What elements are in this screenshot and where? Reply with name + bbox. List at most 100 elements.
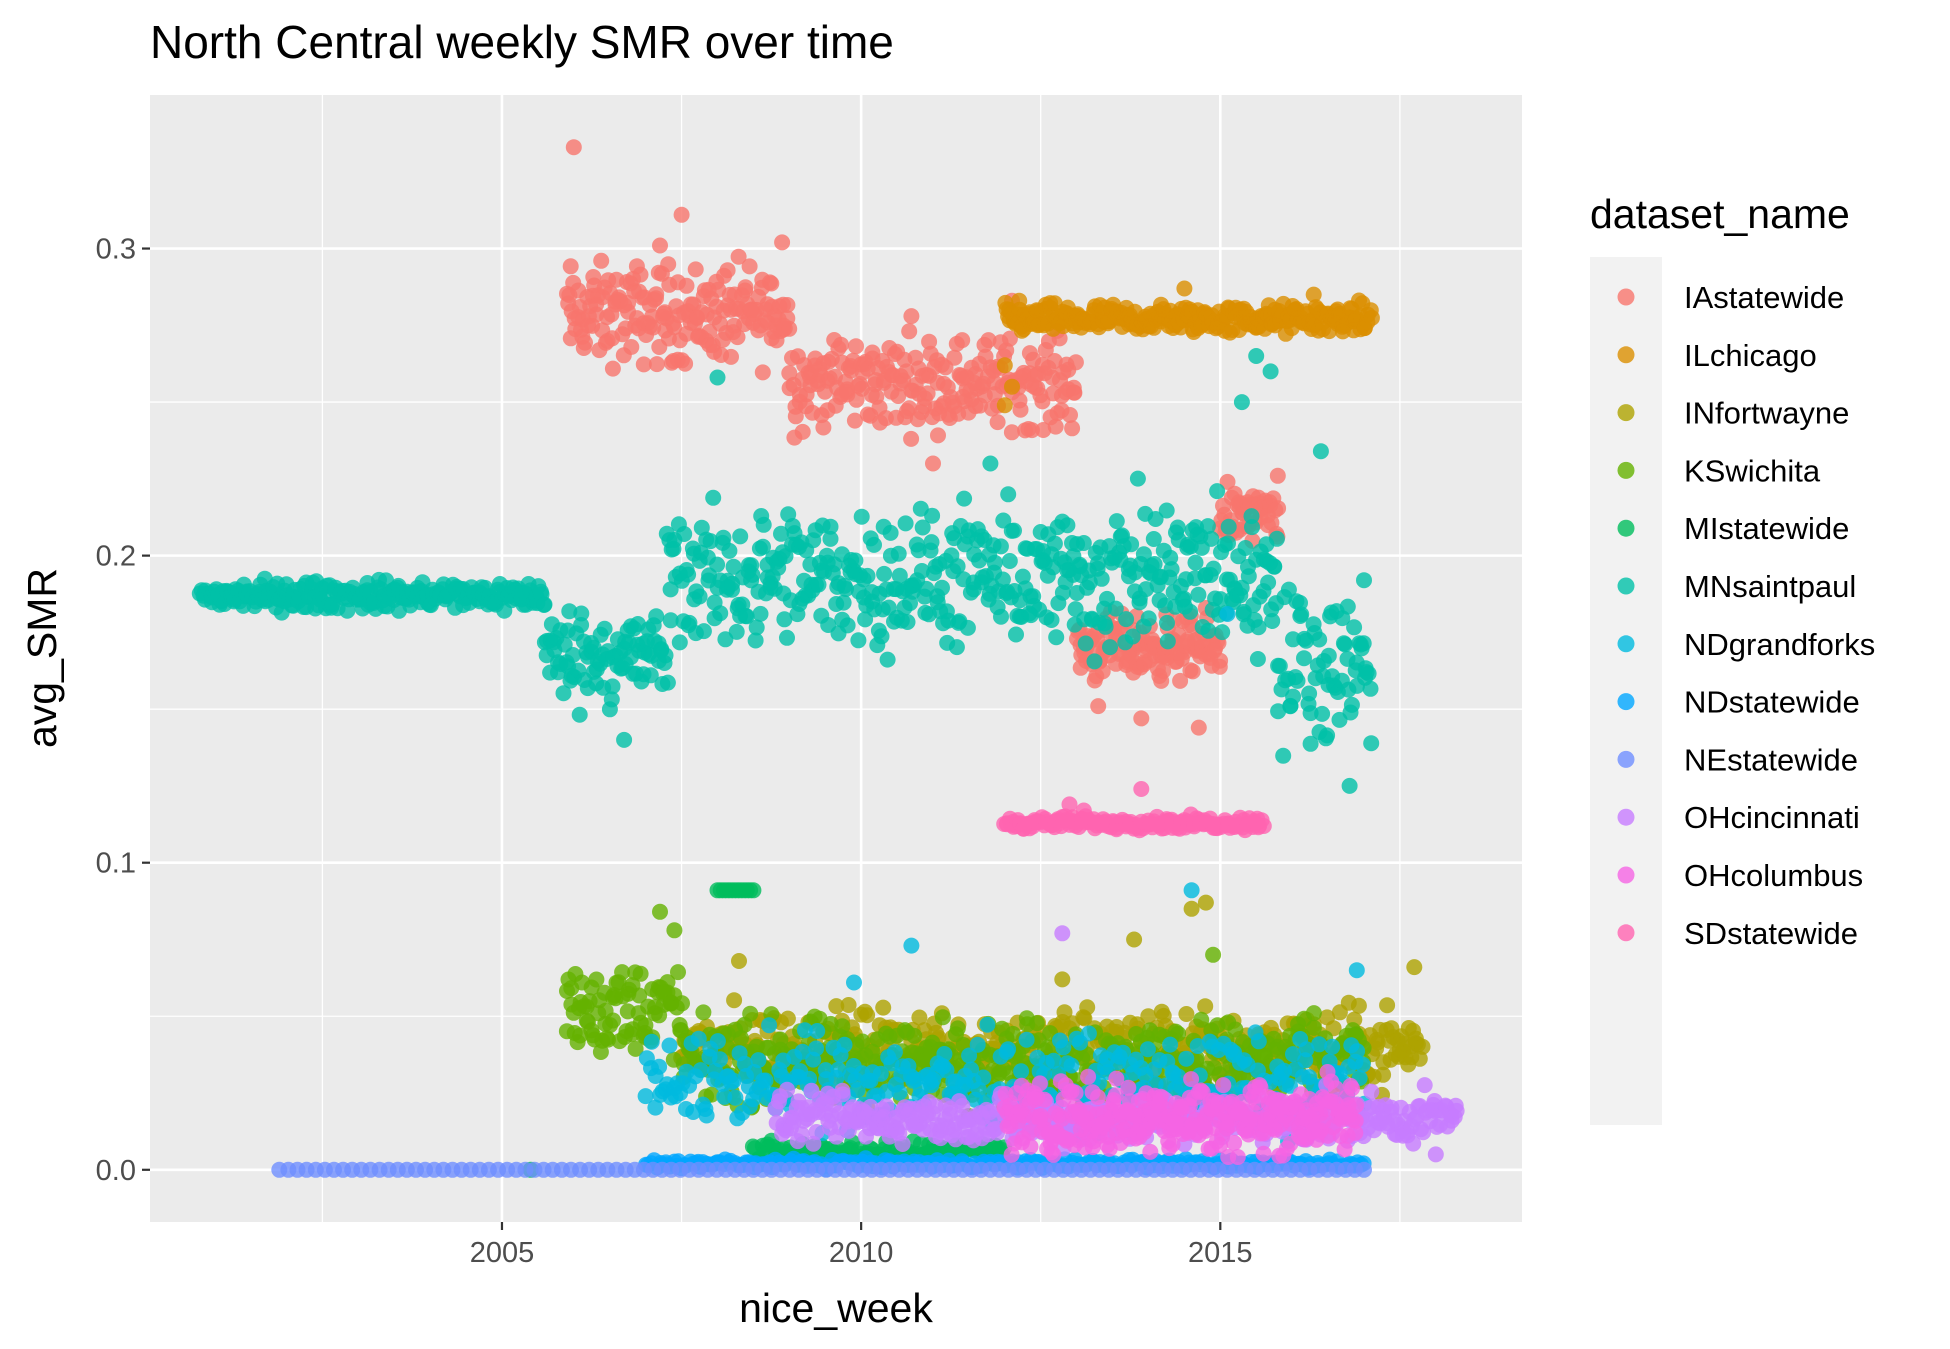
data-point [779, 629, 795, 646]
data-point [1375, 1066, 1392, 1083]
legend-label-KSwichita: KSwichita [1684, 453, 1821, 488]
data-point [647, 1099, 664, 1116]
data-point [873, 628, 890, 645]
data-point [774, 234, 791, 251]
data-point [1320, 647, 1337, 664]
data-point [1190, 719, 1207, 736]
data-point [1022, 1138, 1039, 1155]
data-point [810, 576, 827, 593]
data-point [975, 1069, 992, 1086]
data-point [726, 992, 743, 1009]
data-point [662, 612, 679, 629]
data-point [1197, 894, 1214, 911]
data-point [648, 286, 665, 303]
data-point [732, 528, 749, 545]
data-point [903, 430, 920, 447]
data-point [956, 490, 973, 507]
data-point [1248, 1094, 1265, 1111]
data-point [651, 1058, 668, 1075]
data-point [854, 1033, 871, 1050]
data-point [731, 953, 747, 969]
data-point [1270, 500, 1287, 517]
data-point [1107, 600, 1124, 617]
data-point [1379, 997, 1396, 1014]
data-point [1190, 586, 1207, 603]
data-point [635, 356, 652, 373]
data-point [1183, 882, 1200, 899]
series-ILchicago [996, 280, 1380, 414]
data-point [1215, 1077, 1232, 1094]
data-point [1240, 1126, 1257, 1143]
data-point [901, 400, 918, 417]
data-point [1336, 1141, 1353, 1158]
data-point [536, 596, 553, 613]
data-point [1302, 705, 1319, 722]
data-point [1305, 1005, 1322, 1022]
data-point [1211, 658, 1228, 675]
data-point [891, 567, 908, 584]
data-point [1062, 407, 1078, 423]
data-point [1348, 1097, 1364, 1114]
data-point [691, 588, 708, 605]
data-point [1086, 653, 1103, 670]
data-point [752, 605, 769, 622]
data-point [1077, 635, 1094, 652]
data-point [970, 1081, 987, 1098]
data-point [996, 357, 1013, 374]
data-point [678, 277, 695, 294]
data-point [1158, 502, 1175, 519]
data-point [1282, 1077, 1298, 1094]
data-point [1255, 818, 1272, 834]
data-point [1341, 777, 1358, 794]
data-point [959, 619, 976, 636]
data-point [741, 258, 758, 275]
legend-key-OHcolumbus [1617, 866, 1635, 884]
data-point [670, 964, 686, 981]
data-point [593, 252, 610, 269]
data-point [1107, 1087, 1124, 1104]
data-point [666, 922, 683, 939]
data-point [571, 706, 588, 723]
data-point [1349, 1043, 1366, 1060]
data-point [1193, 1011, 1210, 1028]
data-point [1059, 517, 1076, 534]
data-point [1354, 1056, 1371, 1073]
data-point [1066, 384, 1083, 401]
data-point [1184, 663, 1201, 680]
data-point [648, 356, 665, 373]
data-point [954, 332, 971, 349]
data-point [1356, 1161, 1372, 1178]
data-point [986, 554, 1003, 571]
data-point [1292, 594, 1308, 611]
data-point [822, 530, 839, 547]
data-point [1301, 685, 1318, 702]
data-point [793, 1126, 810, 1143]
data-point [911, 1009, 928, 1026]
data-point [1249, 651, 1266, 667]
data-point [1118, 611, 1135, 628]
data-point [1275, 747, 1292, 764]
data-point [859, 1007, 876, 1024]
data-point [1355, 635, 1372, 652]
data-point [822, 518, 839, 535]
data-point [1178, 1050, 1195, 1067]
data-point [1008, 626, 1024, 643]
data-point [698, 1107, 715, 1124]
data-point [989, 414, 1006, 431]
data-point [1035, 422, 1052, 438]
data-point [846, 974, 862, 991]
data-point [1018, 1031, 1035, 1048]
data-point [757, 1072, 774, 1089]
data-point [1448, 1102, 1465, 1119]
data-point [671, 634, 688, 651]
data-point [725, 558, 742, 575]
data-point [712, 1051, 728, 1068]
data-point [1363, 735, 1380, 752]
data-point [954, 1098, 971, 1114]
data-point [1078, 1046, 1095, 1063]
data-point [1159, 614, 1175, 631]
data-point [1090, 555, 1106, 572]
data-point [692, 1062, 709, 1079]
data-point [1063, 1057, 1080, 1074]
data-point [742, 1005, 759, 1022]
